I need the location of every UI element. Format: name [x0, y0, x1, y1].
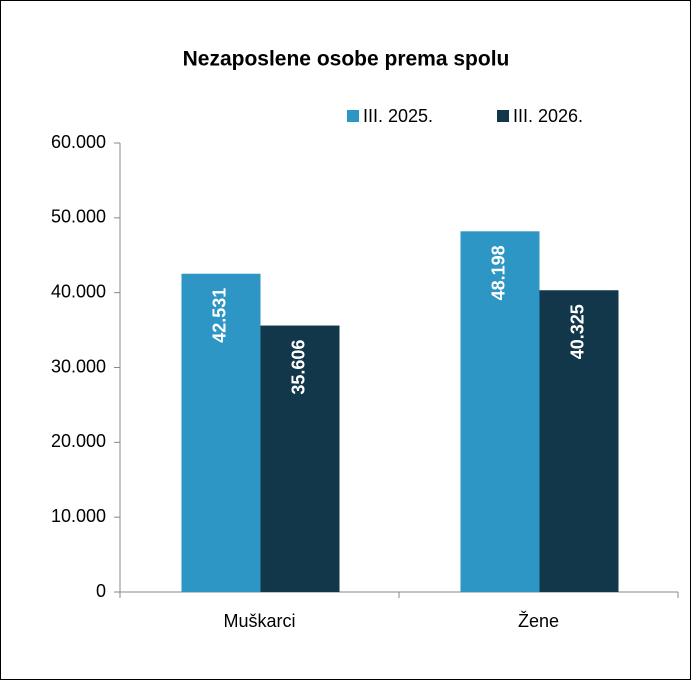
legend-label: III. 2025. [363, 106, 433, 126]
y-tick-label: 50.000 [51, 207, 106, 227]
y-tick-label: 40.000 [51, 281, 106, 301]
bar [539, 290, 619, 592]
y-tick-label: 10.000 [51, 506, 106, 526]
x-tick-label: Muškarci [223, 611, 295, 631]
legend-swatch [347, 110, 359, 122]
value-label: 48.198 [489, 245, 509, 300]
value-label: 42.531 [210, 288, 230, 343]
bar [460, 231, 540, 592]
bar [181, 273, 261, 592]
x-tick-label: Žene [518, 611, 559, 631]
bar [260, 325, 340, 592]
y-tick-label: 60.000 [51, 132, 106, 152]
value-label: 35.606 [289, 340, 309, 395]
legend-swatch [497, 110, 509, 122]
y-tick-label: 30.000 [51, 356, 106, 376]
legend-label: III. 2026. [513, 106, 583, 126]
y-tick-label: 0 [96, 581, 106, 601]
chart-title: Nezaposlene osobe prema spolu [183, 48, 510, 71]
y-tick-label: 20.000 [51, 431, 106, 451]
value-label: 40.325 [568, 304, 588, 359]
